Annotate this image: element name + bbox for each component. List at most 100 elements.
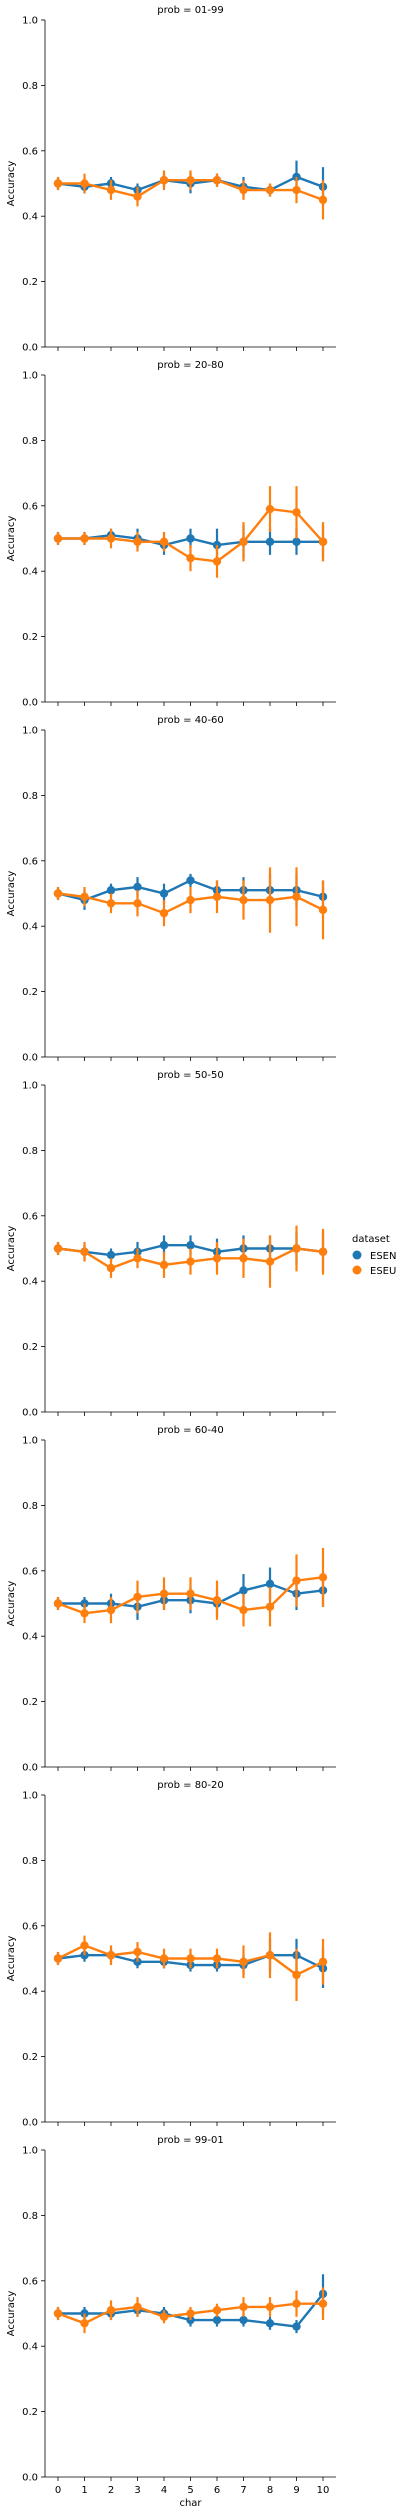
data-point xyxy=(292,1244,301,1253)
x-tick-label: 6 xyxy=(214,2485,220,2496)
data-point xyxy=(265,895,275,905)
data-point xyxy=(159,889,169,898)
facet-panel-5: prob = 60-40 0.0 0.2 0.4 0.6 0.8 1.0 Accuracy xyxy=(6,1425,336,1774)
y-tick-label: 0.4 xyxy=(22,1632,38,1643)
facet-panel-3: prob = 40-60 0.0 0.2 0.4 0.6 0.8 1.0 Accuracy xyxy=(6,715,336,1064)
data-point xyxy=(265,185,275,195)
y-axis-label: Accuracy xyxy=(6,1226,17,1272)
facet-panel-2: prob = 20-80 0.0 0.2 0.4 0.6 0.8 1.0 Accuracy xyxy=(6,360,336,709)
y-tick-label: 0.4 xyxy=(22,2342,38,2353)
y-tick-label: 0.2 xyxy=(22,2052,38,2063)
data-point xyxy=(159,1954,169,1963)
y-tick-label: 0.8 xyxy=(22,791,38,802)
panel-title: prob = 99-01 xyxy=(157,2135,224,2146)
data-point xyxy=(53,889,63,898)
data-point xyxy=(80,1941,89,1950)
data-point xyxy=(239,2315,248,2325)
y-tick-label: 0.4 xyxy=(22,212,38,223)
data-point xyxy=(239,895,248,905)
panel-title: prob = 50-50 xyxy=(157,1070,224,1081)
y-tick-label: 0.6 xyxy=(22,501,38,512)
data-point xyxy=(239,1605,248,1615)
data-point xyxy=(239,1957,248,1966)
data-point xyxy=(80,534,89,543)
y-tick-label: 0.0 xyxy=(22,698,38,709)
y-tick-label: 0.2 xyxy=(22,632,38,643)
y-tick-label: 0.8 xyxy=(22,2211,38,2222)
data-point xyxy=(106,1605,116,1615)
data-point xyxy=(318,1247,328,1256)
y-axis-label: Accuracy xyxy=(6,516,17,562)
y-tick-label: 0.2 xyxy=(22,1697,38,1708)
data-point xyxy=(239,2302,248,2312)
data-point xyxy=(106,886,116,895)
y-tick-label: 1.0 xyxy=(22,16,38,27)
y-tick-label: 0.8 xyxy=(22,81,38,92)
y-tick-label: 0.2 xyxy=(22,987,38,998)
x-tick-label: 10 xyxy=(317,2485,330,2496)
y-tick-label: 0.4 xyxy=(22,922,38,933)
data-point xyxy=(265,1951,275,1960)
y-tick-label: 1.0 xyxy=(22,726,38,737)
x-tick-label: 1 xyxy=(81,2485,87,2496)
data-point xyxy=(292,2299,301,2308)
data-point xyxy=(239,537,248,546)
data-point xyxy=(53,1599,63,1608)
data-point xyxy=(265,537,275,546)
data-point xyxy=(133,1592,142,1602)
y-axis-label: Accuracy xyxy=(6,871,17,917)
data-point xyxy=(159,1241,169,1250)
data-point xyxy=(186,1257,195,1266)
data-point xyxy=(186,553,195,563)
data-point xyxy=(212,892,222,901)
y-tick-label: 1.0 xyxy=(22,1791,38,1802)
data-point xyxy=(106,1250,116,1260)
y-tick-label: 0.0 xyxy=(22,1763,38,1774)
y-axis-label: Accuracy xyxy=(6,1936,17,1982)
y-tick-label: 0.6 xyxy=(22,2276,38,2287)
data-point xyxy=(212,2315,222,2325)
y-tick-label: 0.4 xyxy=(22,1987,38,1998)
x-tick-label: 0 xyxy=(55,2485,61,2496)
y-tick-label: 1.0 xyxy=(22,2146,38,2157)
data-point xyxy=(186,534,195,543)
data-point xyxy=(133,2302,142,2312)
data-point xyxy=(53,2309,63,2318)
y-tick-label: 0.8 xyxy=(22,1146,38,1157)
data-point xyxy=(106,1263,116,1273)
data-point xyxy=(106,2306,116,2315)
series-eseu xyxy=(53,170,328,220)
y-axis-label: Accuracy xyxy=(6,2291,17,2337)
panel-title: prob = 20-80 xyxy=(157,360,224,371)
data-point xyxy=(53,179,63,188)
data-point xyxy=(53,534,63,543)
panel-title: prob = 60-40 xyxy=(157,1425,224,1436)
data-point xyxy=(212,1596,222,1605)
y-tick-label: 0.0 xyxy=(22,2118,38,2129)
facet-panel-7: prob = 99-01 0.0 0.2 0.4 0.6 0.8 1.0 0 1 2 3 4 5 6 7 8 9… xyxy=(6,2135,336,2509)
series-eseu xyxy=(53,1547,328,1627)
data-point xyxy=(186,176,195,185)
y-tick-label: 0.4 xyxy=(22,567,38,578)
facet-panel-6: prob = 80-20 0.0 0.2 0.4 0.6 0.8 1.0 Accuracy xyxy=(6,1780,336,2129)
data-point xyxy=(265,1257,275,1266)
data-point xyxy=(186,1954,195,1963)
data-point xyxy=(239,185,248,195)
data-point xyxy=(133,192,142,201)
data-point xyxy=(186,1589,195,1598)
panel-title: prob = 01-99 xyxy=(157,5,224,16)
data-point xyxy=(133,1947,142,1957)
data-point xyxy=(265,504,275,514)
y-tick-label: 0.8 xyxy=(22,1501,38,1512)
y-tick-label: 1.0 xyxy=(22,1081,38,1092)
panel-title: prob = 80-20 xyxy=(157,1780,224,1791)
data-point xyxy=(292,537,301,546)
data-point xyxy=(212,1954,222,1963)
y-tick-label: 0.0 xyxy=(22,1053,38,1064)
y-axis-label: Accuracy xyxy=(6,161,17,207)
data-point xyxy=(159,908,169,918)
y-tick-label: 0.6 xyxy=(22,1921,38,1932)
x-tick-label: 7 xyxy=(240,2485,246,2496)
legend-title: dataset xyxy=(352,1234,390,1245)
